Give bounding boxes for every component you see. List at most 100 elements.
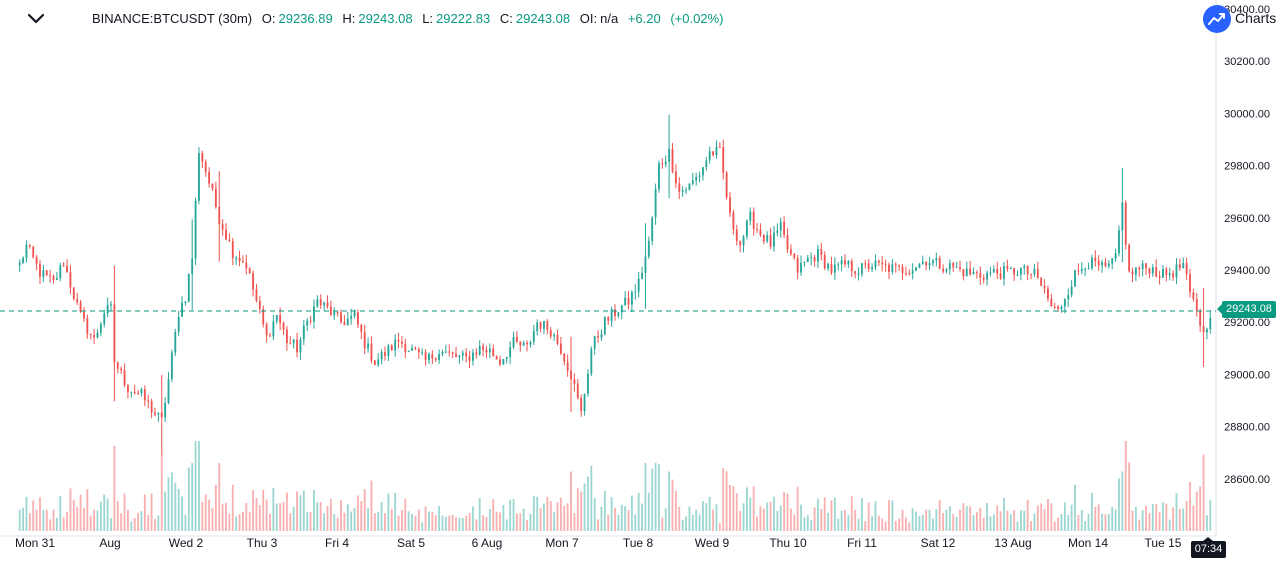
candle	[566, 354, 569, 377]
volume-bar	[28, 513, 31, 531]
y-tick-label: 29800.00	[1224, 161, 1270, 173]
volume-bar	[147, 514, 150, 531]
volume-bar	[1016, 521, 1019, 531]
candle	[370, 336, 373, 364]
candle	[1036, 261, 1039, 279]
candle	[380, 349, 383, 365]
volume-bar	[52, 509, 55, 531]
volume-bar	[590, 465, 593, 531]
y-tick-label: 30000.00	[1224, 108, 1270, 120]
volume-bar	[553, 512, 556, 531]
volume-bar	[1138, 519, 1141, 531]
volume-bar	[1155, 503, 1158, 531]
volume-bar	[783, 492, 786, 531]
volume-bar	[1199, 486, 1202, 531]
volume-bar	[1080, 509, 1083, 531]
candle	[1023, 264, 1026, 275]
volume-bar	[559, 497, 562, 531]
candle	[678, 177, 681, 200]
volume-bar	[1145, 506, 1147, 531]
volume-bar	[515, 513, 518, 531]
candle	[1138, 266, 1141, 277]
candle	[1030, 273, 1032, 280]
volume-bar	[718, 523, 721, 531]
candle	[918, 263, 921, 269]
volume-bar	[708, 496, 711, 531]
candle	[718, 142, 721, 148]
volume-bar	[485, 516, 488, 531]
volume-bar	[668, 471, 671, 531]
trend-up-icon	[1203, 5, 1231, 33]
volume-bar	[1111, 507, 1114, 531]
candle	[96, 328, 99, 339]
candle	[847, 260, 850, 268]
candle	[522, 340, 525, 347]
candle	[681, 186, 684, 197]
volume-bar	[285, 492, 288, 531]
volume-bar	[390, 509, 393, 531]
candle	[245, 254, 248, 275]
volume-bar	[573, 513, 576, 531]
volume-bar	[333, 514, 336, 531]
candle	[417, 347, 420, 359]
volume-bar	[235, 516, 238, 531]
time-axis[interactable]: Mon 31 Aug Wed 2 Thu 3 Fri 4 Sat 5 6 Aug Mon 7 T…	[15, 536, 1182, 550]
candle	[495, 355, 498, 360]
brand-logo[interactable]: Charts |	[1203, 4, 1280, 34]
volume-bar	[302, 490, 305, 531]
volume-bar	[1030, 521, 1032, 531]
volume-bar	[1124, 441, 1127, 531]
volume-bar	[860, 498, 863, 531]
collapse-legend-button[interactable]	[22, 6, 50, 32]
candle	[1182, 257, 1185, 269]
candle	[546, 319, 549, 335]
candle	[992, 265, 995, 273]
price-axis[interactable]: 30400.00 30200.00 30000.00 29800.00 29600.00…	[1224, 4, 1270, 486]
volume-bar	[908, 522, 911, 531]
volume-bar	[810, 520, 813, 531]
candle	[969, 260, 972, 277]
y-tick-label: 28600.00	[1224, 474, 1270, 486]
candle	[1077, 263, 1080, 276]
candle	[840, 255, 843, 272]
candle	[154, 407, 156, 417]
volume-bar	[1104, 514, 1107, 531]
volume-bar	[1192, 505, 1195, 531]
candle	[272, 315, 275, 341]
volume-bar	[488, 509, 491, 531]
candle	[827, 262, 830, 272]
volume-bar	[444, 516, 447, 531]
volume-bar	[116, 501, 119, 531]
candle	[620, 304, 623, 320]
candle	[1104, 257, 1107, 268]
volume-bar	[989, 516, 992, 531]
candle	[935, 252, 938, 267]
candle	[695, 172, 698, 186]
candle	[35, 254, 38, 271]
volume-bar	[502, 504, 505, 531]
x-tick-label: Fri 4	[325, 536, 349, 550]
volume-bar	[597, 519, 600, 531]
volume-bar	[587, 476, 589, 531]
symbol-name[interactable]: BINANCE:BTCUSDT (30m)	[92, 11, 253, 26]
volume-bar	[789, 508, 792, 531]
volume-bar	[99, 501, 102, 531]
candle	[1107, 260, 1110, 269]
candle	[942, 264, 945, 274]
candle	[1202, 288, 1205, 368]
volume-bar	[350, 511, 353, 531]
candle	[1158, 270, 1161, 285]
candle	[191, 219, 194, 310]
x-tick-label: Wed 2	[169, 536, 204, 550]
volume-bar	[864, 521, 867, 531]
volume-bar	[739, 510, 742, 531]
candle	[982, 274, 985, 284]
candle	[837, 262, 840, 271]
volume-bar	[695, 509, 698, 531]
candle	[343, 315, 346, 326]
candle	[850, 258, 853, 277]
volume-bar	[187, 467, 190, 531]
candle	[955, 261, 958, 269]
